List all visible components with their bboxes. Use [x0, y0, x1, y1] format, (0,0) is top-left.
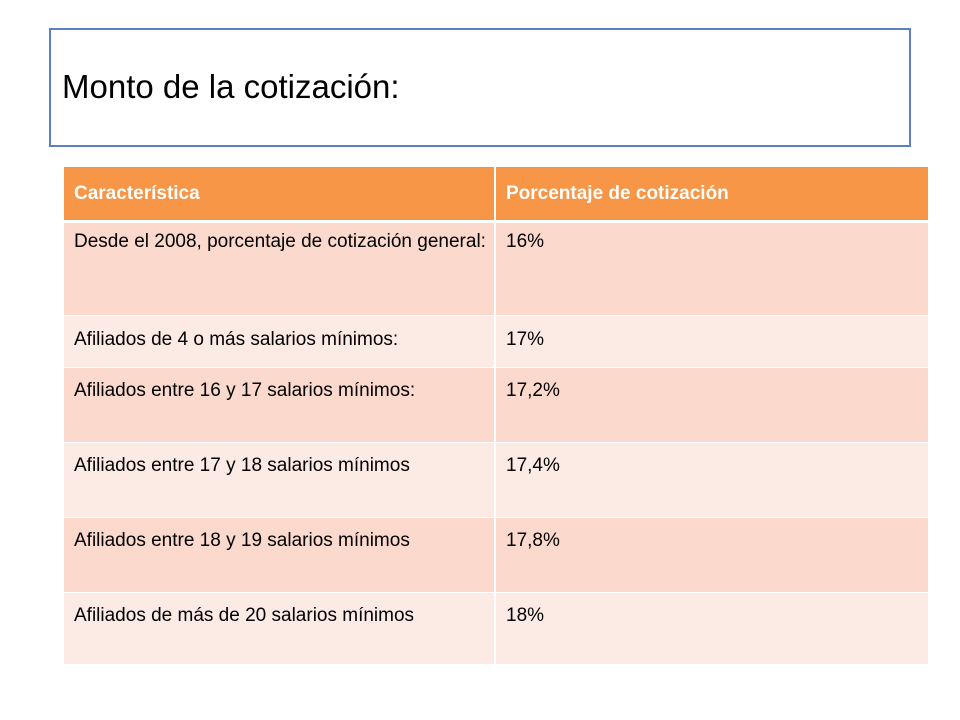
characteristic-cell: Afiliados de más de 20 salarios mínimos — [64, 593, 496, 665]
title-placeholder: Monto de la cotización: — [49, 28, 911, 147]
percentage-cell: 18% — [496, 593, 928, 665]
percentage-cell: 17,8% — [496, 518, 928, 593]
contribution-rates-table: Característica Porcentaje de cotización … — [64, 167, 928, 665]
characteristic-cell: Afiliados entre 16 y 17 salarios mínimos… — [64, 368, 496, 443]
table-row: Afiliados de 4 o más salarios mínimos: 1… — [64, 316, 928, 368]
table-row: Afiliados entre 17 y 18 salarios mínimos… — [64, 443, 928, 518]
characteristic-cell: Afiliados de 4 o más salarios mínimos: — [64, 316, 496, 368]
header-percentage: Porcentaje de cotización — [496, 167, 928, 223]
percentage-cell: 17,2% — [496, 368, 928, 443]
header-characteristic: Característica — [64, 167, 496, 223]
percentage-cell: 17% — [496, 316, 928, 368]
table-row: Afiliados entre 18 y 19 salarios mínimos… — [64, 518, 928, 593]
slide-title: Monto de la cotización: — [62, 68, 400, 105]
table-header-row: Característica Porcentaje de cotización — [64, 167, 928, 223]
table-row: Afiliados entre 16 y 17 salarios mínimos… — [64, 368, 928, 443]
table-row: Afiliados de más de 20 salarios mínimos … — [64, 593, 928, 665]
percentage-cell: 17,4% — [496, 443, 928, 518]
characteristic-cell: Afiliados entre 17 y 18 salarios mínimos — [64, 443, 496, 518]
characteristic-cell: Afiliados entre 18 y 19 salarios mínimos — [64, 518, 496, 593]
characteristic-cell: Desde el 2008, porcentaje de cotización … — [64, 223, 496, 316]
percentage-cell: 16% — [496, 223, 928, 316]
table-row: Desde el 2008, porcentaje de cotización … — [64, 223, 928, 316]
